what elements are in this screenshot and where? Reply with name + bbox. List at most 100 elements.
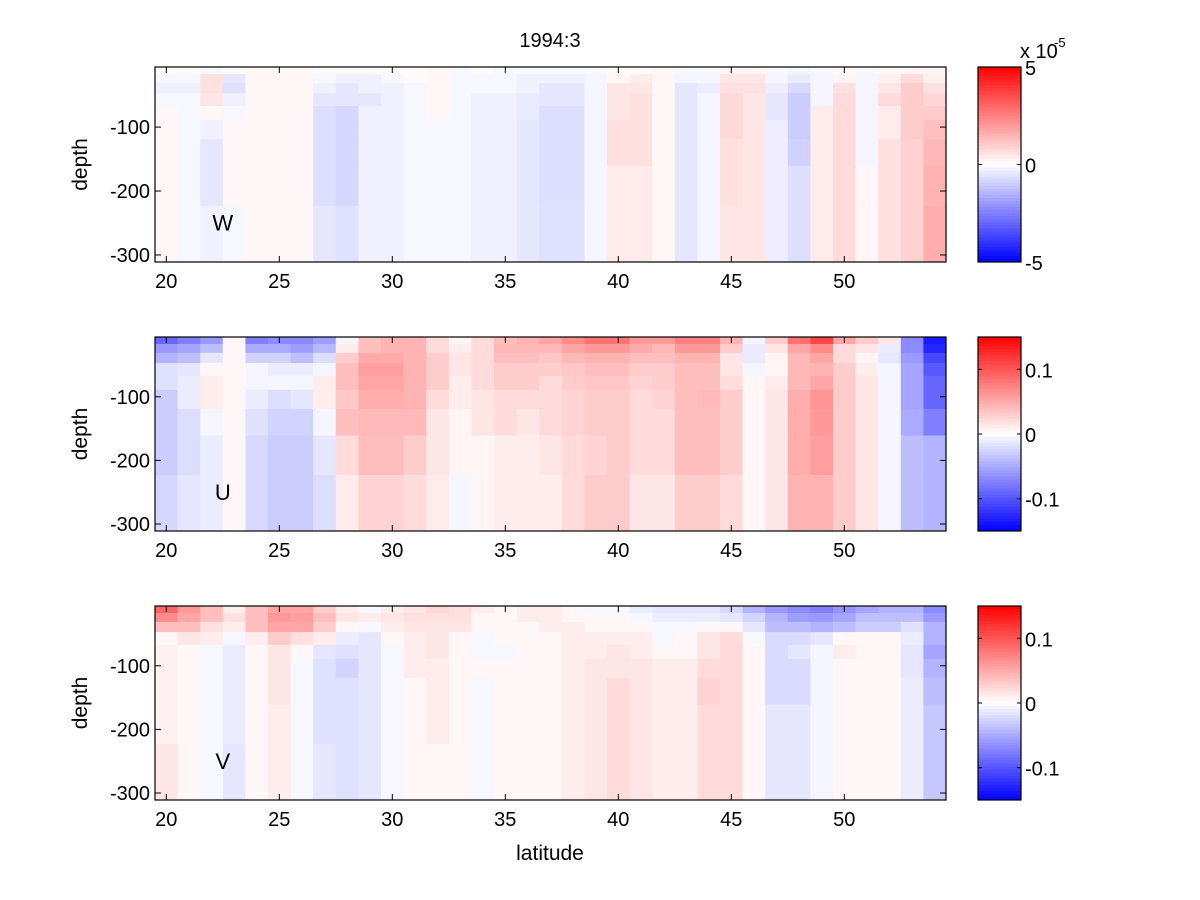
heatmap-cell	[358, 337, 382, 345]
heatmap-cell	[200, 120, 224, 140]
heatmap-cell	[652, 82, 676, 94]
heatmap-cell	[674, 166, 698, 207]
heatmap-cell	[584, 606, 608, 614]
heatmap-cell	[765, 613, 789, 623]
heatmap-cell	[584, 352, 608, 364]
heatmap-cell	[313, 166, 337, 207]
heatmap-cell	[200, 658, 224, 679]
heatmap-cell	[855, 352, 879, 364]
heatmap-cell	[290, 166, 314, 207]
heatmap-cell	[245, 363, 269, 377]
heatmap-cell	[268, 82, 291, 94]
heatmap-cell	[810, 363, 834, 377]
heatmap-cell	[448, 658, 472, 679]
colorbar-swatch	[978, 657, 1021, 662]
heatmap-cell	[177, 677, 201, 705]
heatmap-cell	[674, 82, 698, 94]
heatmap-cell	[674, 621, 698, 633]
heatmap-cell	[177, 632, 201, 646]
heatmap-cell	[290, 120, 314, 140]
heatmap-cell	[607, 363, 630, 377]
heatmap-cell	[652, 363, 676, 377]
heatmap-cell	[290, 632, 314, 646]
heatmap-cell	[765, 621, 789, 633]
heatmap-cells	[155, 337, 947, 532]
heatmap-cell	[177, 375, 201, 391]
heatmap-cell	[810, 613, 834, 623]
heatmap-cell	[561, 67, 585, 75]
heatmap-cell	[516, 74, 540, 84]
heatmap-cell	[539, 106, 563, 121]
heatmap-cell	[426, 658, 450, 679]
heatmap-cell	[765, 344, 789, 354]
colorbar-swatch	[978, 745, 1021, 749]
heatmap-cell	[516, 166, 540, 207]
heatmap-cell	[335, 644, 359, 660]
heatmap-cell	[539, 363, 563, 377]
heatmap-cell	[471, 606, 495, 614]
y-axis-title: depth	[69, 677, 92, 730]
heatmap-cell	[697, 704, 721, 745]
colorbar-swatch	[978, 488, 1021, 493]
heatmap-cell	[313, 120, 337, 140]
heatmap-cell	[765, 408, 789, 436]
colorbar-swatch	[978, 188, 1021, 193]
heatmap-cell	[607, 375, 630, 391]
heatmap-cell	[426, 677, 450, 705]
colorbar-swatch	[978, 137, 1021, 141]
heatmap-cell	[358, 389, 382, 410]
heatmap-cell	[471, 352, 495, 364]
heatmap-cell	[516, 408, 540, 436]
heatmap-cell	[787, 435, 811, 476]
heatmap-cell	[810, 166, 834, 207]
colorbar-swatch	[978, 349, 1021, 353]
heatmap-cell	[787, 704, 811, 745]
heatmap-cell	[652, 93, 676, 107]
heatmap-cell	[720, 106, 743, 121]
heatmap-cell	[855, 139, 879, 167]
heatmap-cell	[471, 677, 495, 705]
heatmap-cell	[607, 613, 630, 623]
colorbar-swatch	[978, 112, 1021, 117]
colorbar-swatch	[978, 727, 1021, 731]
colorbar-swatch	[978, 446, 1021, 450]
heatmap-cell	[177, 93, 201, 107]
heatmap-cell	[381, 82, 404, 94]
heatmap-cell	[561, 106, 585, 121]
heatmap-cell	[584, 344, 608, 354]
heatmap-cell	[494, 677, 517, 705]
colorbar-swatch	[978, 675, 1021, 680]
heatmap-cell	[674, 475, 698, 532]
heatmap-cell	[177, 205, 201, 263]
colorbar-swatch	[978, 418, 1021, 423]
colorbar-swatch	[978, 621, 1021, 625]
colorbar-swatch	[978, 449, 1021, 453]
heatmap-cell	[403, 205, 427, 263]
heatmap-cell	[855, 632, 879, 646]
heatmap-cell	[697, 744, 721, 801]
heatmap-cell	[629, 606, 653, 614]
heatmap-cell	[742, 67, 766, 75]
colorbar-swatch	[978, 724, 1021, 728]
x-tick-label: 50	[833, 271, 855, 293]
heatmap-cell	[222, 632, 246, 646]
panel-v: 20 25 30 35 40 45 50 -100 -200 -300 depth V -0.1 0 0.1	[69, 605, 1059, 831]
heatmap-cell	[787, 363, 811, 377]
heatmap-cell	[878, 475, 902, 532]
heatmap-cell	[697, 337, 721, 345]
heatmap-cell	[155, 363, 178, 377]
colorbar-swatch	[978, 204, 1021, 208]
colorbar-swatch	[978, 194, 1021, 199]
heatmap-cell	[245, 74, 269, 84]
heatmap-cell	[720, 408, 743, 436]
heatmap-cell	[720, 621, 743, 633]
heatmap-cell	[358, 74, 382, 84]
heatmap-cell	[674, 677, 698, 705]
heatmap-cell	[403, 632, 427, 646]
heatmap-cell	[833, 352, 856, 364]
heatmap-cell	[697, 435, 721, 476]
heatmap-cell	[584, 205, 608, 263]
heatmap-cell	[765, 475, 789, 532]
heatmap-cell	[403, 658, 427, 679]
heatmap-cell	[629, 166, 653, 207]
